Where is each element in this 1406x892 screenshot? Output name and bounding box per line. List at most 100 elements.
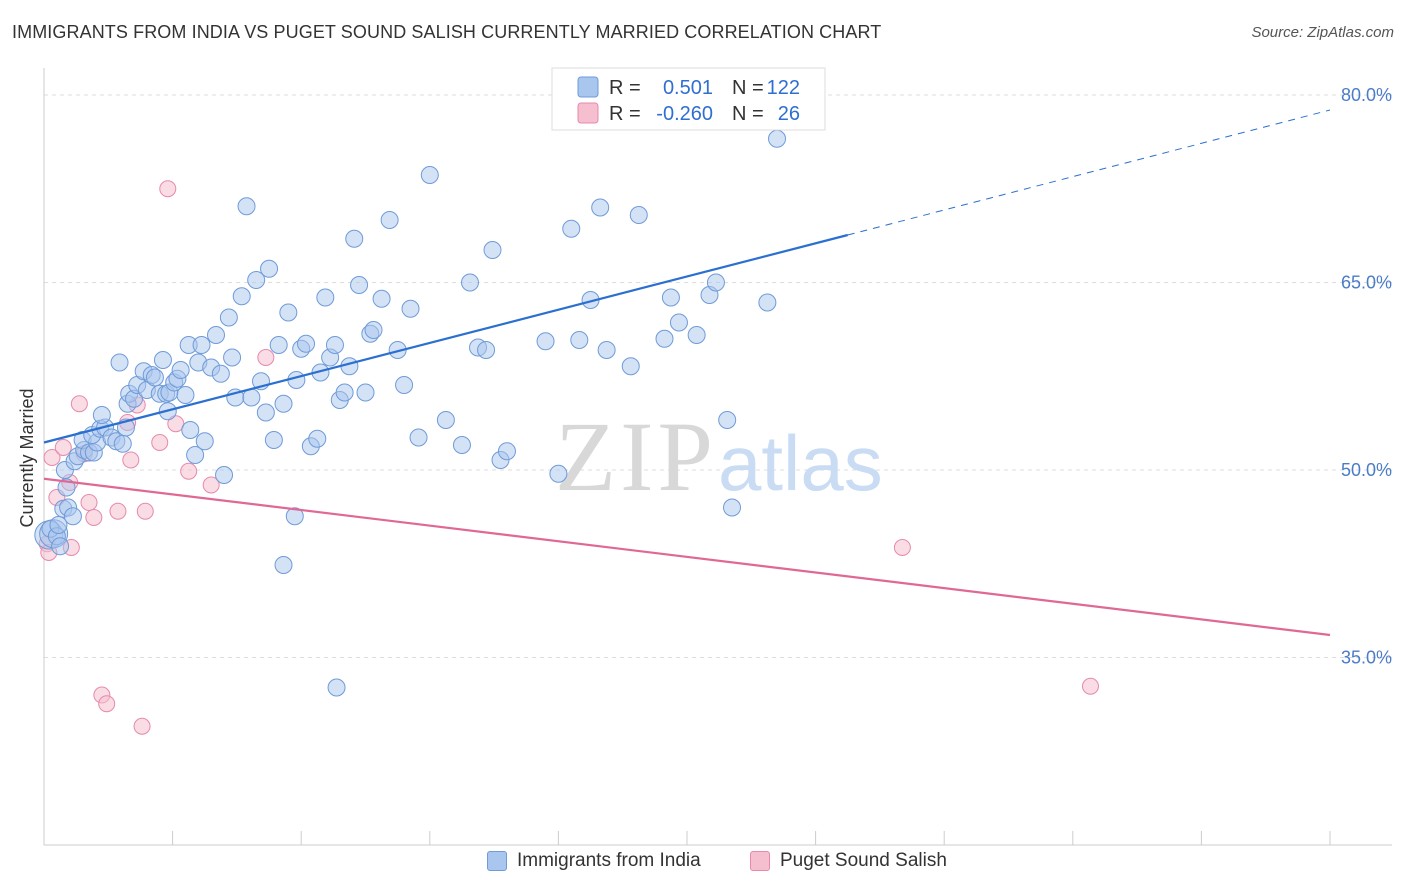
india-point — [395, 376, 414, 394]
y-axis-title: Currently Married — [17, 388, 37, 527]
india-point — [256, 403, 275, 422]
india-point — [597, 341, 616, 359]
india-point — [211, 364, 230, 383]
india-point — [171, 361, 190, 379]
india-point — [409, 428, 428, 447]
india-point — [483, 241, 502, 259]
india-point — [372, 289, 391, 308]
india-point — [758, 293, 777, 312]
legend-n-label-india: N = — [732, 77, 764, 99]
india-point — [325, 336, 344, 354]
legend-box: R = 0.501 N = 122 R = -0.260 N = 26 — [551, 67, 826, 131]
india-point — [345, 229, 364, 248]
india-point — [477, 341, 496, 359]
india-point — [186, 446, 205, 464]
salish-point — [159, 180, 177, 198]
legend-item-india: Immigrants from India — [487, 850, 701, 872]
india-point — [176, 386, 195, 404]
india-point — [308, 429, 327, 448]
salish-point — [43, 449, 61, 466]
india-point — [285, 507, 304, 526]
india-point — [460, 273, 479, 292]
india-point — [364, 321, 383, 339]
salish-point — [70, 395, 88, 413]
india-point — [192, 336, 211, 354]
salish-point — [893, 539, 911, 556]
india-point — [562, 219, 581, 238]
bottom-legend: Immigrants from India Puget Sound Salish — [0, 850, 1406, 880]
salish-point — [202, 476, 220, 494]
legend-n-label-salish: N = — [732, 103, 764, 125]
india-point — [621, 357, 640, 376]
chart-title: IMMIGRANTS FROM INDIA VS PUGET SOUND SAL… — [12, 22, 882, 42]
india-point — [718, 411, 737, 429]
legend-r-label-salish: R = — [609, 103, 641, 125]
salish-point — [180, 462, 198, 480]
watermark-zip: ZIP — [555, 401, 717, 512]
salish-point — [122, 451, 140, 469]
gridlines — [44, 94, 1392, 658]
india-point — [219, 308, 238, 327]
legend-label-india: Immigrants from India — [517, 850, 701, 871]
india-point — [57, 478, 76, 497]
india-trend-extension — [847, 109, 1331, 236]
india-point — [497, 442, 516, 461]
legend-r-label-india: R = — [609, 77, 641, 99]
legend-r-value-india: 0.501 — [663, 77, 713, 99]
india-point — [401, 299, 420, 318]
legend-swatch-salish-bottom — [750, 851, 770, 871]
india-point — [274, 556, 293, 574]
india-point — [274, 394, 293, 413]
india-point — [655, 329, 674, 348]
india-point — [247, 271, 266, 289]
salish-point — [151, 434, 169, 451]
india-point — [110, 353, 129, 372]
india-point — [452, 436, 471, 454]
india-points — [34, 129, 787, 697]
india-point — [153, 351, 172, 369]
india-point — [232, 287, 251, 306]
india-point — [327, 678, 346, 697]
india-point — [661, 288, 680, 307]
india-point — [350, 276, 369, 294]
salish-point — [133, 717, 151, 735]
salish-point — [257, 349, 275, 366]
india-point — [113, 434, 132, 453]
salish-point — [54, 439, 72, 456]
watermark: ZIP atlas — [555, 401, 883, 512]
y-tick-label: 35.0% — [1341, 648, 1392, 668]
legend-label-salish: Puget Sound Salish — [780, 850, 947, 871]
india-point — [237, 197, 256, 216]
india-point — [207, 326, 226, 344]
salish-trend-line — [43, 477, 1331, 637]
india-point — [687, 326, 706, 344]
india-point — [420, 166, 439, 184]
india-point — [297, 334, 316, 353]
india-point — [223, 348, 242, 367]
india-trend-line — [43, 233, 849, 444]
india-point — [264, 431, 283, 449]
india-point — [215, 466, 234, 484]
india-point — [436, 411, 455, 429]
india-point — [570, 331, 589, 349]
scatter-chart: ZIP atlas 80.0%65.0%50.0%35.0%0.0%80.0% … — [17, 67, 1392, 846]
india-point — [356, 383, 375, 402]
india-point — [768, 129, 787, 148]
legend-n-value-india: 122 — [767, 77, 800, 99]
india-point — [723, 498, 742, 517]
legend-swatch-salish — [577, 102, 599, 124]
tick-labels: 80.0%65.0%50.0%35.0%0.0%80.0% — [1341, 85, 1392, 668]
india-point — [260, 259, 279, 278]
watermark-atlas: atlas — [718, 419, 883, 507]
salish-point — [136, 502, 154, 520]
india-point — [316, 288, 335, 307]
india-point — [706, 273, 725, 292]
india-point — [92, 406, 111, 424]
india-point — [335, 383, 354, 402]
salish-point — [80, 494, 98, 511]
salish-point — [98, 695, 116, 713]
source-label: Source: ZipAtlas.com — [1251, 24, 1394, 41]
india-point — [269, 336, 288, 354]
trend-lines — [43, 109, 1331, 637]
legend-swatch-india-bottom — [487, 851, 507, 871]
